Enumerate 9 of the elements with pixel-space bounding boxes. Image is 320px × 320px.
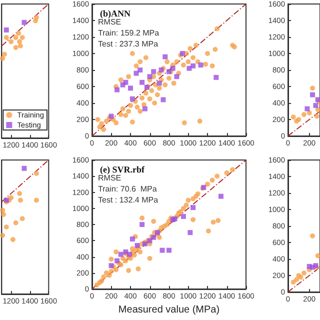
text: (b)ANN bbox=[100, 8, 131, 18]
annotation: Test : 132.4 MPa bbox=[98, 196, 159, 204]
annotation: Test : 237.3 MPa bbox=[98, 40, 159, 48]
annotation: Train: 70.6 MPa bbox=[98, 184, 158, 194]
text: (e) SVR.rbf bbox=[100, 164, 146, 174]
annotation: RMSE bbox=[98, 18, 122, 26]
annotation: Train: 159.2 MPa bbox=[98, 28, 160, 38]
annotation: RMSE bbox=[98, 174, 122, 182]
x-axis-title: Measured value (MPa) bbox=[118, 304, 220, 316]
